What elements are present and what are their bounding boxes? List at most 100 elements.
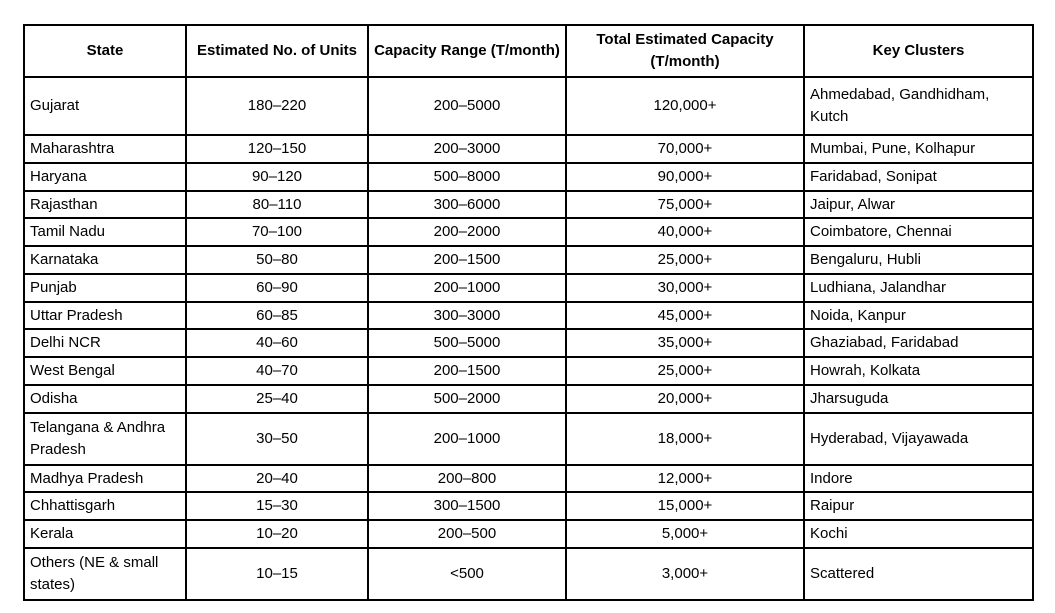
column-header-capacity: Total Estimated Capacity (T/month) xyxy=(565,24,805,78)
cell-state: Maharashtra xyxy=(23,134,187,164)
cell-range: 200–1000 xyxy=(367,411,567,466)
cell-clusters: Raipur xyxy=(803,491,1034,521)
table-body: Gujarat 180–220 200–5000 120,000+ Ahmeda… xyxy=(23,76,1034,601)
cell-capacity: 40,000+ xyxy=(565,217,805,247)
cell-capacity: 45,000+ xyxy=(565,300,805,331)
cell-clusters: Jharsuguda xyxy=(803,383,1034,414)
cell-units: 120–150 xyxy=(185,134,369,164)
table-row: Maharashtra 120–150 200–3000 70,000+ Mum… xyxy=(23,134,1034,164)
table-row: Others (NE & small states) 10–15 <500 3,… xyxy=(23,546,1034,601)
cell-capacity: 20,000+ xyxy=(565,383,805,414)
cell-clusters: Noida, Kanpur xyxy=(803,300,1034,331)
column-header-units: Estimated No. of Units xyxy=(185,24,369,78)
cell-clusters: Faridabad, Sonipat xyxy=(803,161,1034,192)
table-row: Chhattisgarh 15–30 300–1500 15,000+ Raip… xyxy=(23,491,1034,521)
cell-units: 20–40 xyxy=(185,463,369,494)
cell-range: 200–500 xyxy=(367,519,567,549)
cell-clusters: Ludhiana, Jalandhar xyxy=(803,272,1034,303)
cell-state: West Bengal xyxy=(23,356,187,386)
table-row: Karnataka 50–80 200–1500 25,000+ Bengalu… xyxy=(23,245,1034,275)
cell-clusters: Scattered xyxy=(803,546,1034,601)
cell-state: Karnataka xyxy=(23,245,187,275)
cell-state: Kerala xyxy=(23,519,187,549)
cell-range: 500–2000 xyxy=(367,383,567,414)
cell-state: Telangana & Andhra Pradesh xyxy=(23,411,187,466)
table-row: Kerala 10–20 200–500 5,000+ Kochi xyxy=(23,519,1034,549)
cell-clusters: Ghaziabad, Faridabad xyxy=(803,328,1034,358)
cell-range: 200–3000 xyxy=(367,134,567,164)
column-header-clusters: Key Clusters xyxy=(803,24,1034,78)
header-row: State Estimated No. of Units Capacity Ra… xyxy=(23,24,1034,78)
table-row: Gujarat 180–220 200–5000 120,000+ Ahmeda… xyxy=(23,76,1034,136)
cell-capacity: 12,000+ xyxy=(565,463,805,494)
column-header-range: Capacity Range (T/month) xyxy=(367,24,567,78)
table-row: Rajasthan 80–110 300–6000 75,000+ Jaipur… xyxy=(23,189,1034,220)
cell-units: 90–120 xyxy=(185,161,369,192)
cell-units: 15–30 xyxy=(185,491,369,521)
cell-clusters: Coimbatore, Chennai xyxy=(803,217,1034,247)
cell-state: Odisha xyxy=(23,383,187,414)
cell-clusters: Kochi xyxy=(803,519,1034,549)
cell-units: 80–110 xyxy=(185,189,369,220)
cell-state: Chhattisgarh xyxy=(23,491,187,521)
cell-range: 500–8000 xyxy=(367,161,567,192)
cell-capacity: 30,000+ xyxy=(565,272,805,303)
cell-range: 300–6000 xyxy=(367,189,567,220)
table-row: Odisha 25–40 500–2000 20,000+ Jharsuguda xyxy=(23,383,1034,414)
cell-units: 10–20 xyxy=(185,519,369,549)
cell-units: 40–60 xyxy=(185,328,369,358)
cell-range: 300–3000 xyxy=(367,300,567,331)
cell-range: 200–5000 xyxy=(367,76,567,136)
cell-state: Madhya Pradesh xyxy=(23,463,187,494)
cell-capacity: 25,000+ xyxy=(565,245,805,275)
state-capacity-table: State Estimated No. of Units Capacity Ra… xyxy=(23,24,1034,601)
cell-capacity: 3,000+ xyxy=(565,546,805,601)
cell-range: 200–800 xyxy=(367,463,567,494)
table-row: Haryana 90–120 500–8000 90,000+ Faridaba… xyxy=(23,161,1034,192)
cell-clusters: Hyderabad, Vijayawada xyxy=(803,411,1034,466)
cell-units: 25–40 xyxy=(185,383,369,414)
table-row: Uttar Pradesh 60–85 300–3000 45,000+ Noi… xyxy=(23,300,1034,331)
table-header: State Estimated No. of Units Capacity Ra… xyxy=(23,24,1034,78)
cell-capacity: 25,000+ xyxy=(565,356,805,386)
cell-state: Punjab xyxy=(23,272,187,303)
cell-clusters: Bengaluru, Hubli xyxy=(803,245,1034,275)
cell-capacity: 90,000+ xyxy=(565,161,805,192)
table-row: Tamil Nadu 70–100 200–2000 40,000+ Coimb… xyxy=(23,217,1034,247)
column-header-state: State xyxy=(23,24,187,78)
cell-range: 200–1500 xyxy=(367,245,567,275)
cell-state: Uttar Pradesh xyxy=(23,300,187,331)
cell-range: 500–5000 xyxy=(367,328,567,358)
cell-units: 60–90 xyxy=(185,272,369,303)
cell-capacity: 70,000+ xyxy=(565,134,805,164)
cell-range: 200–1000 xyxy=(367,272,567,303)
cell-units: 70–100 xyxy=(185,217,369,247)
table-row: Telangana & Andhra Pradesh 30–50 200–100… xyxy=(23,411,1034,466)
cell-state: Gujarat xyxy=(23,76,187,136)
cell-range: 200–2000 xyxy=(367,217,567,247)
cell-clusters: Howrah, Kolkata xyxy=(803,356,1034,386)
cell-capacity: 35,000+ xyxy=(565,328,805,358)
cell-units: 40–70 xyxy=(185,356,369,386)
cell-clusters: Jaipur, Alwar xyxy=(803,189,1034,220)
table-row: Delhi NCR 40–60 500–5000 35,000+ Ghaziab… xyxy=(23,328,1034,358)
cell-range: 300–1500 xyxy=(367,491,567,521)
cell-clusters: Ahmedabad, Gandhidham, Kutch xyxy=(803,76,1034,136)
cell-units: 50–80 xyxy=(185,245,369,275)
cell-capacity: 75,000+ xyxy=(565,189,805,220)
cell-state: Tamil Nadu xyxy=(23,217,187,247)
table-row: West Bengal 40–70 200–1500 25,000+ Howra… xyxy=(23,356,1034,386)
cell-clusters: Mumbai, Pune, Kolhapur xyxy=(803,134,1034,164)
cell-units: 10–15 xyxy=(185,546,369,601)
cell-state: Haryana xyxy=(23,161,187,192)
cell-clusters: Indore xyxy=(803,463,1034,494)
cell-state: Rajasthan xyxy=(23,189,187,220)
cell-range: 200–1500 xyxy=(367,356,567,386)
cell-capacity: 18,000+ xyxy=(565,411,805,466)
table-row: Punjab 60–90 200–1000 30,000+ Ludhiana, … xyxy=(23,272,1034,303)
table-row: Madhya Pradesh 20–40 200–800 12,000+ Ind… xyxy=(23,463,1034,494)
cell-state: Others (NE & small states) xyxy=(23,546,187,601)
cell-units: 30–50 xyxy=(185,411,369,466)
state-capacity-table-container: State Estimated No. of Units Capacity Ra… xyxy=(23,24,1034,601)
